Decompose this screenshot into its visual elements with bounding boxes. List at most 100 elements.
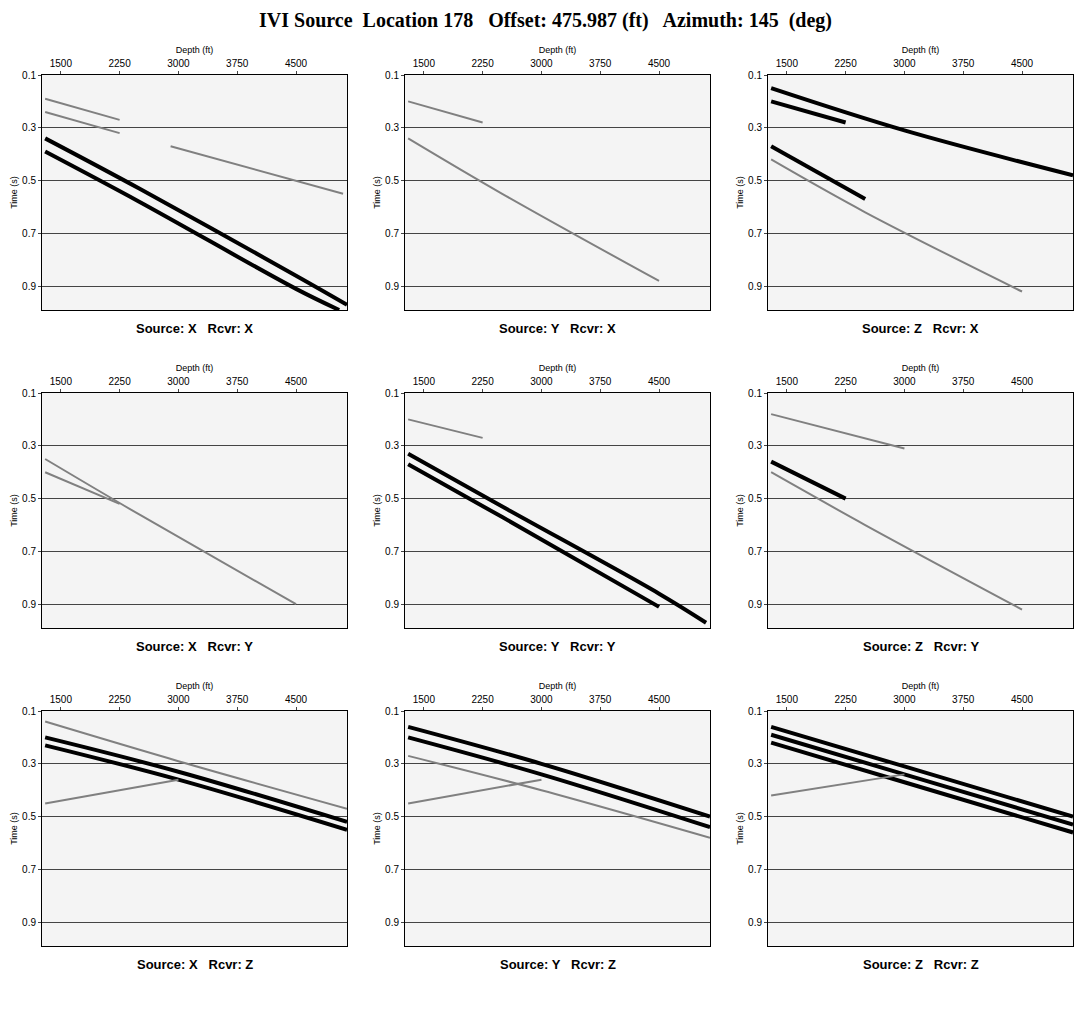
svg-text:0.1: 0.1: [748, 388, 762, 399]
svg-text:2250: 2250: [834, 58, 857, 69]
svg-text:0.1: 0.1: [385, 706, 399, 717]
svg-text:Time (s): Time (s): [735, 812, 745, 845]
svg-text:0.9: 0.9: [385, 599, 399, 610]
svg-text:0.1: 0.1: [385, 388, 399, 399]
svg-text:0.1: 0.1: [22, 70, 36, 81]
svg-text:0.7: 0.7: [22, 228, 36, 239]
svg-text:0.9: 0.9: [22, 281, 36, 292]
svg-text:3000: 3000: [167, 376, 190, 387]
svg-text:2250: 2250: [834, 694, 857, 705]
svg-text:0.5: 0.5: [22, 175, 36, 186]
svg-text:3750: 3750: [589, 694, 612, 705]
svg-text:Source: Y Rcvr: Z: Source: Y Rcvr: Z: [500, 957, 616, 972]
svg-text:0.9: 0.9: [748, 281, 762, 292]
svg-text:0.3: 0.3: [748, 758, 762, 769]
svg-text:Source: Y Rcvr: X: Source: Y Rcvr: X: [499, 321, 616, 336]
svg-text:Source: X Rcvr: Z: Source: X Rcvr: Z: [137, 957, 253, 972]
svg-text:1500: 1500: [50, 58, 73, 69]
svg-text:0.3: 0.3: [385, 440, 399, 451]
svg-text:2250: 2250: [471, 58, 494, 69]
svg-text:3000: 3000: [167, 694, 190, 705]
svg-text:0.1: 0.1: [22, 706, 36, 717]
svg-text:1500: 1500: [50, 694, 73, 705]
svg-text:3750: 3750: [226, 376, 249, 387]
svg-text:0.5: 0.5: [22, 811, 36, 822]
svg-text:Depth (ft): Depth (ft): [176, 681, 214, 691]
svg-text:0.7: 0.7: [22, 546, 36, 557]
svg-text:4500: 4500: [1011, 376, 1034, 387]
svg-text:1500: 1500: [413, 58, 436, 69]
svg-text:Depth (ft): Depth (ft): [902, 363, 940, 373]
svg-text:3750: 3750: [226, 58, 249, 69]
svg-text:2250: 2250: [471, 694, 494, 705]
svg-text:1500: 1500: [413, 376, 436, 387]
svg-text:Source: Z Rcvr: Y: Source: Z Rcvr: Y: [863, 639, 979, 654]
svg-text:IVI Source Location 178 Off: IVI Source Location 178 Offset: 475.987 …: [259, 9, 832, 32]
svg-text:1500: 1500: [776, 376, 799, 387]
svg-text:4500: 4500: [648, 376, 671, 387]
svg-text:3750: 3750: [589, 58, 612, 69]
svg-text:0.3: 0.3: [748, 440, 762, 451]
svg-text:4500: 4500: [1011, 58, 1034, 69]
svg-text:Time (s): Time (s): [372, 176, 382, 209]
svg-text:3750: 3750: [589, 376, 612, 387]
svg-text:Time (s): Time (s): [372, 812, 382, 845]
svg-text:3750: 3750: [952, 694, 975, 705]
svg-text:0.7: 0.7: [748, 864, 762, 875]
svg-text:0.1: 0.1: [748, 706, 762, 717]
svg-text:3000: 3000: [530, 376, 553, 387]
svg-text:3000: 3000: [893, 376, 916, 387]
svg-text:1500: 1500: [776, 694, 799, 705]
svg-text:Time (s): Time (s): [735, 494, 745, 527]
svg-text:3000: 3000: [167, 58, 190, 69]
svg-text:0.3: 0.3: [22, 440, 36, 451]
svg-text:2250: 2250: [834, 376, 857, 387]
svg-text:0.5: 0.5: [748, 811, 762, 822]
svg-text:4500: 4500: [648, 694, 671, 705]
svg-text:Time (s): Time (s): [9, 812, 19, 845]
svg-text:3000: 3000: [893, 58, 916, 69]
svg-text:0.7: 0.7: [385, 864, 399, 875]
svg-text:Time (s): Time (s): [735, 176, 745, 209]
svg-text:1500: 1500: [413, 694, 436, 705]
svg-text:0.9: 0.9: [385, 281, 399, 292]
svg-text:2250: 2250: [108, 58, 131, 69]
svg-text:0.5: 0.5: [22, 493, 36, 504]
svg-text:0.3: 0.3: [385, 758, 399, 769]
svg-text:3750: 3750: [952, 376, 975, 387]
svg-text:4500: 4500: [1011, 694, 1034, 705]
svg-text:3000: 3000: [530, 58, 553, 69]
svg-text:Source: X Rcvr: X: Source: X Rcvr: X: [136, 321, 253, 336]
svg-text:Source: Z Rcvr: Z: Source: Z Rcvr: Z: [863, 957, 979, 972]
svg-text:Time (s): Time (s): [9, 494, 19, 527]
svg-text:Time (s): Time (s): [372, 494, 382, 527]
svg-text:Source: Z Rcvr: X: Source: Z Rcvr: X: [862, 321, 979, 336]
svg-text:4500: 4500: [285, 376, 308, 387]
svg-text:Depth (ft): Depth (ft): [539, 681, 577, 691]
svg-text:4500: 4500: [648, 58, 671, 69]
svg-text:0.7: 0.7: [385, 228, 399, 239]
svg-text:2250: 2250: [108, 376, 131, 387]
svg-text:1500: 1500: [50, 376, 73, 387]
svg-text:0.9: 0.9: [22, 917, 36, 928]
svg-text:Depth (ft): Depth (ft): [539, 363, 577, 373]
svg-text:0.9: 0.9: [748, 917, 762, 928]
svg-text:4500: 4500: [285, 694, 308, 705]
svg-text:3000: 3000: [530, 694, 553, 705]
svg-text:Depth (ft): Depth (ft): [902, 681, 940, 691]
svg-text:Depth (ft): Depth (ft): [539, 45, 577, 55]
svg-text:0.5: 0.5: [385, 493, 399, 504]
svg-text:4500: 4500: [285, 58, 308, 69]
svg-text:1500: 1500: [776, 58, 799, 69]
svg-text:0.5: 0.5: [748, 175, 762, 186]
svg-text:0.7: 0.7: [22, 864, 36, 875]
svg-text:0.5: 0.5: [385, 811, 399, 822]
svg-text:3000: 3000: [893, 694, 916, 705]
svg-text:0.9: 0.9: [385, 917, 399, 928]
svg-text:0.5: 0.5: [385, 175, 399, 186]
svg-text:Source: X Rcvr: Y: Source: X Rcvr: Y: [136, 639, 253, 654]
svg-text:0.1: 0.1: [385, 70, 399, 81]
svg-text:0.7: 0.7: [748, 546, 762, 557]
svg-text:Time (s): Time (s): [9, 176, 19, 209]
svg-text:3750: 3750: [952, 58, 975, 69]
